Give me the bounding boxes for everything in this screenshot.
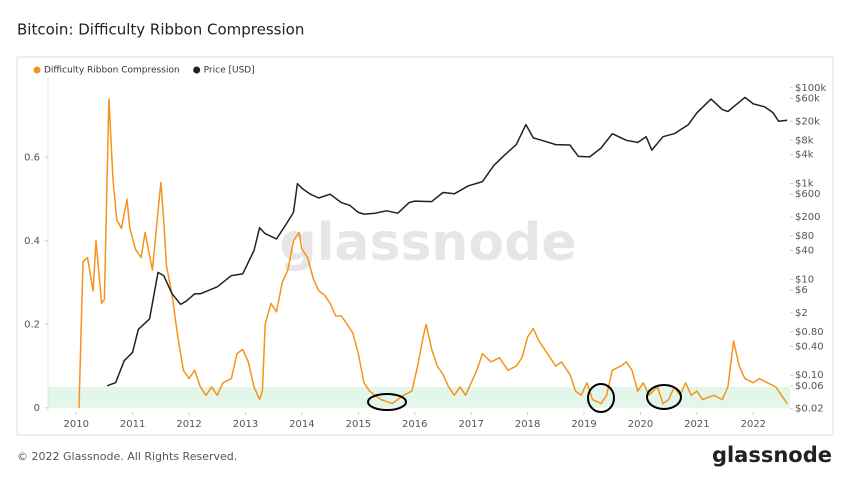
y2-tick-label: $0.02 <box>795 404 824 415</box>
y2-tick-label: $4k <box>795 150 814 161</box>
highlight-ellipse <box>367 393 407 411</box>
legend-label: Difficulty Ribbon Compression <box>44 66 180 76</box>
y2-tick-label: $200 <box>795 212 820 223</box>
x-tick-label: 2016 <box>402 419 427 430</box>
y2-tick-label: $6 <box>795 285 808 296</box>
y2-tick-label: $60k <box>795 93 820 104</box>
y-tick-label: 0.6 <box>24 152 40 163</box>
watermark: glassnode <box>279 213 576 273</box>
highlight-ellipse <box>646 384 682 410</box>
x-tick-label: 2010 <box>63 419 88 430</box>
x-tick-label: 2019 <box>571 419 596 430</box>
series-line <box>78 98 788 408</box>
y2-tick-label: $0.06 <box>795 381 824 392</box>
legend-swatch <box>193 66 201 74</box>
logo: glassnode <box>712 443 832 467</box>
y-tick-label: 0.2 <box>24 319 40 330</box>
y2-tick-label: $100k <box>795 83 826 94</box>
footer: © 2022 Glassnode. All Rights Reserved. <box>17 450 237 463</box>
y2-tick-label: $2 <box>795 308 808 319</box>
y2-tick-label: $80 <box>795 231 814 242</box>
y2-tick-label: $0.80 <box>795 327 824 338</box>
y2-tick-label: $8k <box>795 135 814 146</box>
y2-tick-label: $600 <box>795 189 820 200</box>
chart-frame <box>16 56 834 436</box>
chart-title: Bitcoin: Difficulty Ribbon Compression <box>17 21 304 39</box>
threshold-band <box>48 386 790 408</box>
x-tick-label: 2020 <box>628 419 653 430</box>
x-tick-label: 2018 <box>515 419 540 430</box>
y2-tick-label: $0.10 <box>795 370 824 381</box>
x-tick-label: 2021 <box>684 419 709 430</box>
legend-label: Price [USD] <box>204 66 255 76</box>
x-tick-label: 2011 <box>120 419 145 430</box>
series-line <box>106 96 788 387</box>
x-tick-label: 2012 <box>176 419 201 430</box>
legend-swatch <box>33 66 41 74</box>
y2-tick-label: $20k <box>795 116 820 127</box>
y2-tick-label: $0.40 <box>795 341 824 352</box>
x-tick-label: 2017 <box>458 419 483 430</box>
y2-tick-label: $10 <box>795 274 814 285</box>
highlight-ellipse <box>587 383 615 413</box>
y-tick-label: 0 <box>34 403 40 414</box>
x-tick-label: 2022 <box>741 419 766 430</box>
x-tick-label: 2015 <box>346 419 371 430</box>
x-tick-label: 2014 <box>289 419 314 430</box>
x-tick-label: 2013 <box>233 419 258 430</box>
y2-tick-label: $1k <box>795 179 814 190</box>
y-tick-label: 0.4 <box>24 236 40 247</box>
y2-tick-label: $40 <box>795 246 814 257</box>
